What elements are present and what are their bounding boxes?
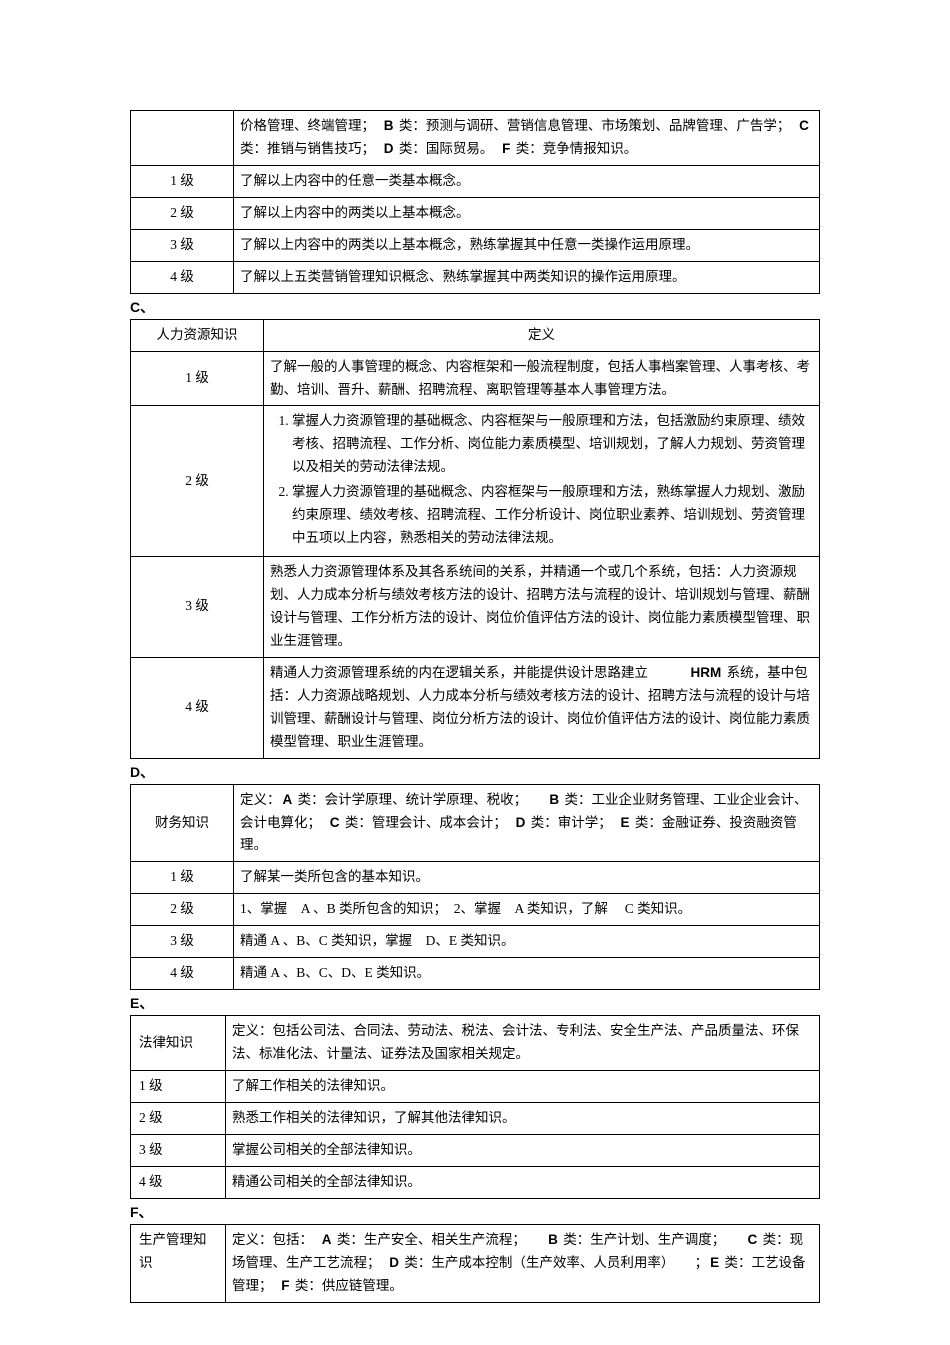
cell-level: 2 级 xyxy=(131,406,264,557)
header-col1: 人力资源知识 xyxy=(131,319,264,351)
cell-level: 3 级 xyxy=(131,1134,226,1166)
table-finance-knowledge: 财务知识 定义：A 类：会计学原理、统计学原理、税收； B 类：工业企业财务管理… xyxy=(130,784,820,991)
cell-desc: 掌握公司相关的全部法律知识。 xyxy=(226,1134,820,1166)
cell-def: 定义：包括公司法、合同法、劳动法、税法、会计法、专利法、安全生产法、产品质量法、… xyxy=(226,1016,820,1071)
table-production-knowledge: 生产管理知识 定义：包括： A 类：生产安全、相关生产流程； B 类：生产计划、… xyxy=(130,1224,820,1303)
cell-desc: 熟悉人力资源管理体系及其各系统间的关系，并精通一个或几个系统，包括：人力资源规划… xyxy=(264,557,820,658)
table-marketing-knowledge: 价格管理、终端管理； B 类：预测与调研、营销信息管理、市场策划、品牌管理、广告… xyxy=(130,110,820,294)
list-item: 掌握人力资源管理的基础概念、内容框架与一般原理和方法，熟练掌握人力规划、激励约束… xyxy=(292,481,813,550)
table-hr-knowledge: 人力资源知识 定义 1 级 了解一般的人事管理的概念、内容框架和一般流程制度，包… xyxy=(130,319,820,759)
cell-desc: 1、掌握 A 、B 类所包含的知识； 2、掌握 A 类知识，了解 C 类知识。 xyxy=(234,894,820,926)
cell-level: 3 级 xyxy=(131,557,264,658)
cell-level: 1 级 xyxy=(131,165,234,197)
cell-def: 定义：包括： A 类：生产安全、相关生产流程； B 类：生产计划、生产调度； C… xyxy=(226,1224,820,1302)
header-col1: 生产管理知识 xyxy=(131,1224,226,1302)
cell-level: 4 级 xyxy=(131,1166,226,1198)
cell-desc: 了解以上五类营销管理知识概念、熟练掌握其中两类知识的操作运用原理。 xyxy=(234,261,820,293)
cell-desc: 熟悉工作相关的法律知识，了解其他法律知识。 xyxy=(226,1102,820,1134)
header-col1: 财务知识 xyxy=(131,784,234,862)
cell-desc: 精通 A 、B、C、D、E 类知识。 xyxy=(234,958,820,990)
cell-desc: 了解以上内容中的两类以上基本概念，熟练掌握其中任意一类操作运用原理。 xyxy=(234,229,820,261)
list-item: 掌握人力资源管理的基础概念、内容框架与一般原理和方法，包括激励约束原理、绩效考核… xyxy=(292,410,813,479)
cell-def-cont: 价格管理、终端管理； B 类：预测与调研、营销信息管理、市场策划、品牌管理、广告… xyxy=(234,111,820,166)
cell-desc: 了解以上内容中的两类以上基本概念。 xyxy=(234,197,820,229)
cell-desc: 精通 A 、B、C 类知识，掌握 D、E 类知识。 xyxy=(234,926,820,958)
cell-level: 3 级 xyxy=(131,926,234,958)
cell-level: 4 级 xyxy=(131,657,264,758)
cell-desc: 了解某一类所包含的基本知识。 xyxy=(234,862,820,894)
section-label-c: C、 xyxy=(130,297,820,317)
cell-desc: 掌握人力资源管理的基础概念、内容框架与一般原理和方法，包括激励约束原理、绩效考核… xyxy=(264,406,820,557)
cell-level: 1 级 xyxy=(131,351,264,406)
cell-def: 定义：A 类：会计学原理、统计学原理、税收； B 类：工业企业财务管理、工业企业… xyxy=(234,784,820,862)
cell-desc: 精通公司相关的全部法律知识。 xyxy=(226,1166,820,1198)
cell-desc: 了解一般的人事管理的概念、内容框架和一般流程制度，包括人事档案管理、人事考核、考… xyxy=(264,351,820,406)
cell-level: 4 级 xyxy=(131,958,234,990)
cell-desc: 精通人力资源管理系统的内在逻辑关系，并能提供设计思路建立 HRM 系统，基中包括… xyxy=(264,657,820,758)
cell-desc: 了解以上内容中的任意一类基本概念。 xyxy=(234,165,820,197)
table-legal-knowledge: 法律知识 定义：包括公司法、合同法、劳动法、税法、会计法、专利法、安全生产法、产… xyxy=(130,1015,820,1199)
cell-level: 2 级 xyxy=(131,197,234,229)
section-label-e: E、 xyxy=(130,993,820,1013)
cell-desc: 了解工作相关的法律知识。 xyxy=(226,1071,820,1103)
cell-level: 4 级 xyxy=(131,261,234,293)
cell-level: 1 级 xyxy=(131,862,234,894)
cell-level: 2 级 xyxy=(131,894,234,926)
section-label-f: F、 xyxy=(130,1202,820,1222)
cell-level: 2 级 xyxy=(131,1102,226,1134)
section-label-d: D、 xyxy=(130,762,820,782)
header-col2: 定义 xyxy=(264,319,820,351)
cell-level: 3 级 xyxy=(131,229,234,261)
header-col1: 法律知识 xyxy=(131,1016,226,1071)
cell-empty xyxy=(131,111,234,166)
cell-level: 1 级 xyxy=(131,1071,226,1103)
